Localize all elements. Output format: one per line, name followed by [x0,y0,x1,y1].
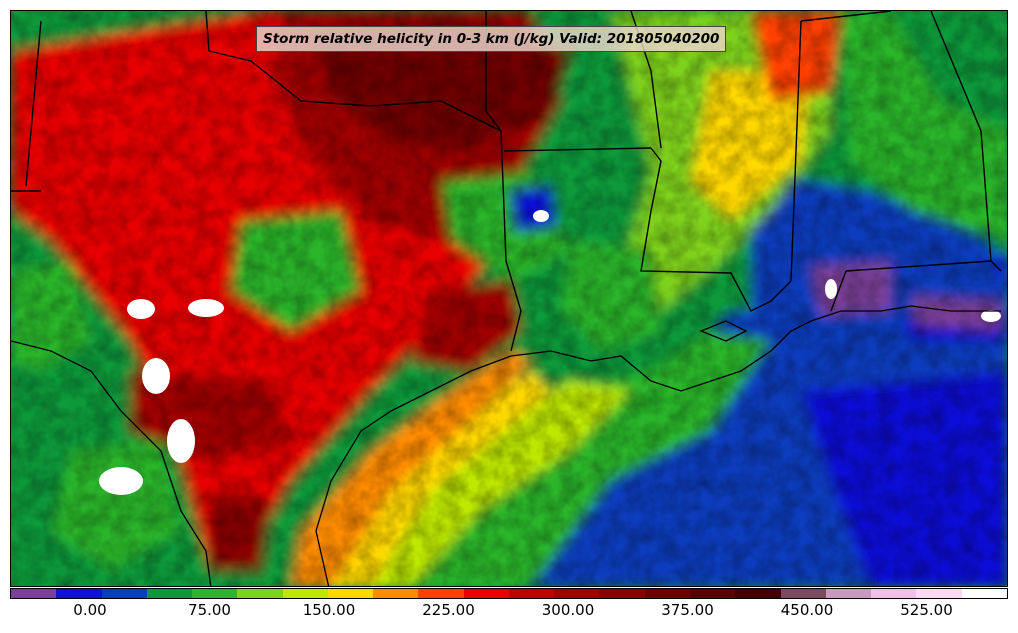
colorbar-labels: 0.00 75.00 150.00 225.00 300.00 375.00 450.00 5… [10,601,1008,625]
colorbar-tick-label: 300.00 [541,601,595,619]
colorbar-swatch [56,589,102,598]
field-texture [11,11,1007,586]
colorbar-swatch [146,589,193,598]
state-boundaries [11,11,1002,352]
colorbar-swatch [282,589,328,598]
colorbar-swatch [780,589,826,598]
colorbar-tick-label: 525.00 [900,601,953,619]
helicity-field [11,11,1007,586]
colorbar-tick-label: 0.00 [73,601,107,619]
colorbar-swatch [327,589,374,598]
colorbar [10,588,1008,599]
colorbar-tick-label: 450.00 [780,601,834,619]
high-value-patches [99,210,1001,495]
colorbar-swatch [463,589,509,598]
colorbar-swatch [554,589,600,598]
colorbar-swatch [916,589,962,598]
colorbar-tick-label: 225.00 [422,601,475,619]
colorbar-swatch [689,589,736,598]
colorbar-swatch [825,589,872,598]
colorbar-swatch [599,589,645,598]
colorbar-swatch [373,589,419,598]
colorbar-swatch [237,589,283,598]
colorbar-swatch [11,589,57,598]
colorbar-swatch [192,589,238,598]
colorbar-swatch [508,589,555,598]
colorbar-swatch [644,589,690,598]
map-area: Storm relative helicity in 0-3 km (J/kg)… [10,10,1008,587]
colorbar-tick-label: 150.00 [302,601,356,619]
colorbar-swatch [961,589,1007,598]
colorbar-swatch [735,589,781,598]
colorbar-swatch [871,589,917,598]
colorbar-tick-label: 75.00 [188,601,231,619]
map-title: Storm relative helicity in 0-3 km (J/kg)… [256,26,727,52]
colorbar-swatch [101,589,147,598]
coastline [11,305,1001,586]
colorbar-tick-label: 375.00 [661,601,714,619]
colorbar-swatch [418,589,464,598]
